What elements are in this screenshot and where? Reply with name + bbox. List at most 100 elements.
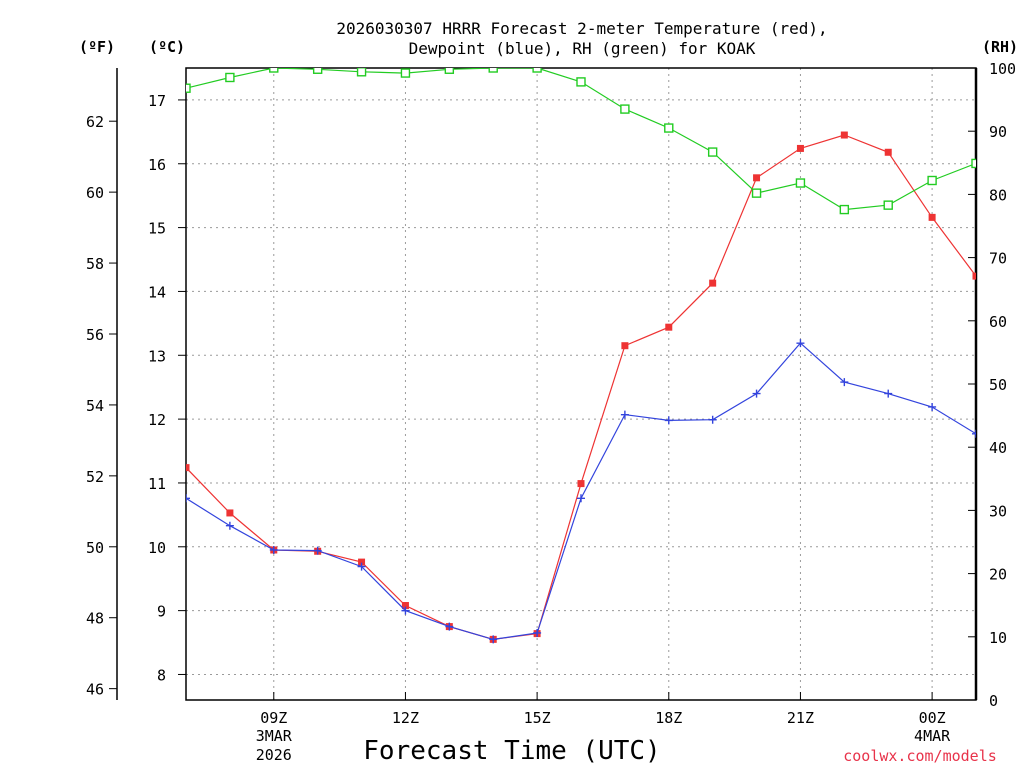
dewpoint-point	[884, 389, 893, 398]
dewpoint-point	[577, 494, 585, 503]
rh-point	[312, 68, 323, 74]
rh-point	[269, 68, 279, 73]
celsius-tick-label: 10	[148, 539, 166, 557]
dewpoint-point	[186, 494, 190, 503]
dewpoint-point	[445, 622, 454, 631]
rh-point	[664, 123, 674, 133]
rh-tick-label: 80	[989, 186, 1007, 204]
temperature-point	[840, 131, 848, 139]
rh-tick-label: 100	[989, 60, 1016, 78]
rh-point	[488, 68, 498, 73]
fahrenheit-tick-label: 62	[86, 113, 104, 131]
rh-point	[444, 68, 455, 74]
fahrenheit-unit-label: (ºF)	[79, 38, 115, 56]
fahrenheit-tick-label: 52	[86, 468, 104, 486]
chart-title-line1: 2026030307 HRRR Forecast 2-meter Tempera…	[336, 19, 827, 38]
celsius-tick-label: 13	[148, 347, 166, 365]
dewpoint-line	[186, 342, 976, 641]
grid-lines	[186, 68, 976, 700]
rh-tick-label: 60	[989, 313, 1007, 331]
fahrenheit-tick-label: 54	[86, 397, 104, 415]
rh-tick-label: 50	[989, 376, 1007, 394]
celsius-tick-label: 8	[157, 666, 166, 684]
x-tick-date: 3MAR	[256, 727, 293, 745]
dewpoint-point	[313, 546, 322, 555]
fahrenheit-tick-label: 48	[86, 610, 104, 628]
temperature-point	[796, 144, 804, 152]
dewpoint-point	[401, 606, 410, 615]
temperature-point	[358, 558, 366, 566]
x-tick-label: 00Z	[919, 709, 946, 727]
fahrenheit-tick-label: 60	[86, 184, 104, 202]
rh-point	[839, 204, 850, 215]
rh-tick-label: 70	[989, 250, 1007, 268]
rh-point	[532, 68, 542, 73]
x-tick-year: 2026	[256, 746, 292, 764]
rh-point	[883, 200, 893, 210]
fahrenheit-tick-label: 46	[86, 681, 104, 699]
dewpoint-point	[752, 389, 761, 398]
temperature-point	[709, 279, 717, 287]
rh-point	[225, 72, 235, 83]
celsius-tick-label: 9	[157, 603, 166, 621]
temperature-point	[753, 174, 761, 182]
x-tick-date: 4MAR	[914, 727, 951, 745]
dewpoint-point	[664, 416, 673, 425]
series-dewpoint	[186, 339, 976, 644]
rh-point	[620, 104, 630, 114]
credit-text: coolwx.com/models	[843, 747, 997, 765]
temperature-point	[621, 342, 629, 350]
celsius-unit-label: (ºC)	[149, 38, 185, 56]
rh-line	[186, 68, 976, 211]
temperature-point	[577, 480, 585, 488]
rh-point	[400, 68, 411, 78]
rh-point	[356, 68, 367, 77]
rh-unit-label: (RH)	[982, 38, 1018, 56]
x-tick-label: 09Z	[260, 709, 287, 727]
rh-point	[576, 77, 586, 87]
temperature-point	[972, 272, 976, 280]
celsius-tick-label: 16	[148, 156, 166, 174]
temperature-point	[884, 148, 892, 156]
dewpoint-point	[489, 635, 498, 644]
x-tick-label: 21Z	[787, 709, 814, 727]
rh-point	[707, 147, 718, 157]
rh-point	[795, 178, 806, 188]
axes: 8 9 10 11 12 13 14 15 16 17 46 48 50 52 54 56 58 60 62 0 10 2…	[86, 60, 1016, 764]
rh-point	[971, 158, 976, 169]
plot-frame	[185, 67, 977, 701]
rh-point	[186, 83, 191, 93]
dewpoint-point	[620, 410, 629, 419]
celsius-tick-label: 14	[148, 283, 166, 301]
fahrenheit-tick-label: 50	[86, 539, 104, 557]
dewpoint-point	[357, 562, 366, 571]
celsius-tick-label: 17	[148, 92, 166, 110]
rh-tick-label: 10	[989, 629, 1007, 647]
x-axis-label: Forecast Time (UTC)	[363, 736, 660, 766]
dewpoint-point	[928, 402, 937, 411]
dewpoint-point	[796, 339, 805, 348]
series-layer	[186, 68, 976, 644]
rh-tick-label: 40	[989, 439, 1007, 457]
x-tick-label: 15Z	[524, 709, 551, 727]
chart-title-line2: Dewpoint (blue), RH (green) for KOAK	[409, 39, 756, 58]
celsius-tick-label: 12	[148, 411, 166, 429]
temperature-point	[186, 464, 190, 472]
rh-point	[751, 188, 762, 198]
dewpoint-point	[269, 545, 278, 554]
dewpoint-point	[972, 429, 976, 438]
dewpoint-point	[225, 521, 234, 530]
temperature-point	[665, 323, 673, 331]
dewpoint-point	[708, 415, 717, 424]
series-rh	[186, 68, 976, 215]
rh-tick-label: 20	[989, 566, 1007, 584]
temperature-line	[186, 134, 976, 641]
temperature-point	[401, 602, 409, 610]
temperature-point	[928, 213, 936, 221]
celsius-tick-label: 15	[148, 220, 166, 238]
temperature-point	[226, 509, 234, 517]
x-tick-label: 12Z	[392, 709, 419, 727]
dewpoint-point	[533, 628, 542, 637]
rh-tick-label: 90	[989, 123, 1007, 141]
